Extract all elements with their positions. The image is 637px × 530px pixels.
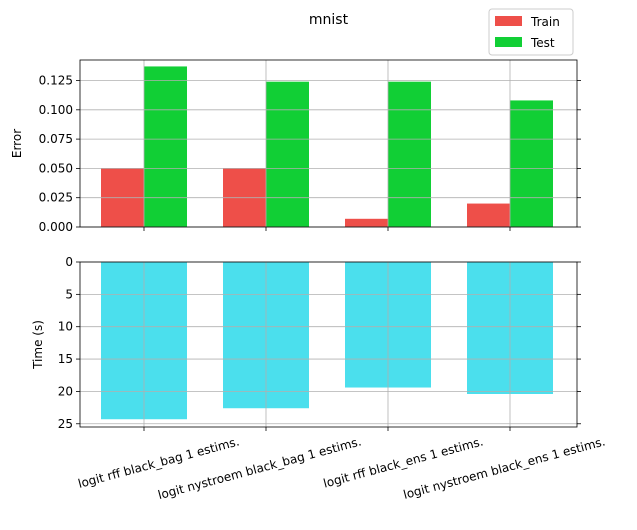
bottom-ytick-label-2: 10: [58, 320, 73, 334]
bottom-ylabel: Time (s): [31, 320, 45, 370]
chart-title: mnist: [309, 12, 349, 28]
top-axes-frame: [79, 59, 578, 228]
bottom-ytick-label-0: 0: [65, 255, 73, 269]
bar-test-2: [266, 81, 309, 228]
bottom-ytick-label-4: 20: [58, 384, 73, 398]
top-ytick-label-2: 0.050: [39, 161, 73, 175]
top-ytick-label-4: 0.100: [39, 103, 73, 117]
top-ylabel: Error: [10, 129, 24, 158]
bar-test-1: [144, 66, 187, 227]
top-ytick-label-3: 0.075: [39, 132, 73, 146]
bottom-ytick-label-5: 25: [58, 417, 73, 431]
legend-label-train: Train: [530, 15, 560, 29]
bar-test-4: [510, 100, 553, 227]
top-ytick-label-1: 0.025: [39, 191, 73, 205]
bar-test-3: [388, 81, 431, 228]
category-label-4: logit nystroem black_ens 1 estims.: [402, 434, 607, 501]
bottom-axes-frame: [79, 261, 578, 428]
bar-train-4: [467, 203, 510, 227]
category-label-2: logit nystroem black_bag 1 estims.: [156, 434, 362, 502]
legend-label-test: Test: [530, 36, 555, 50]
legend-swatch-train: [495, 16, 522, 26]
bar-train-3: [345, 218, 388, 227]
bottom-ytick-label-1: 5: [65, 287, 73, 301]
bottom-ytick-label-3: 15: [58, 352, 73, 366]
top-ytick-label-0: 0.000: [39, 220, 73, 234]
legend-swatch-test: [495, 37, 522, 47]
top-ytick-label-5: 0.125: [39, 74, 73, 88]
